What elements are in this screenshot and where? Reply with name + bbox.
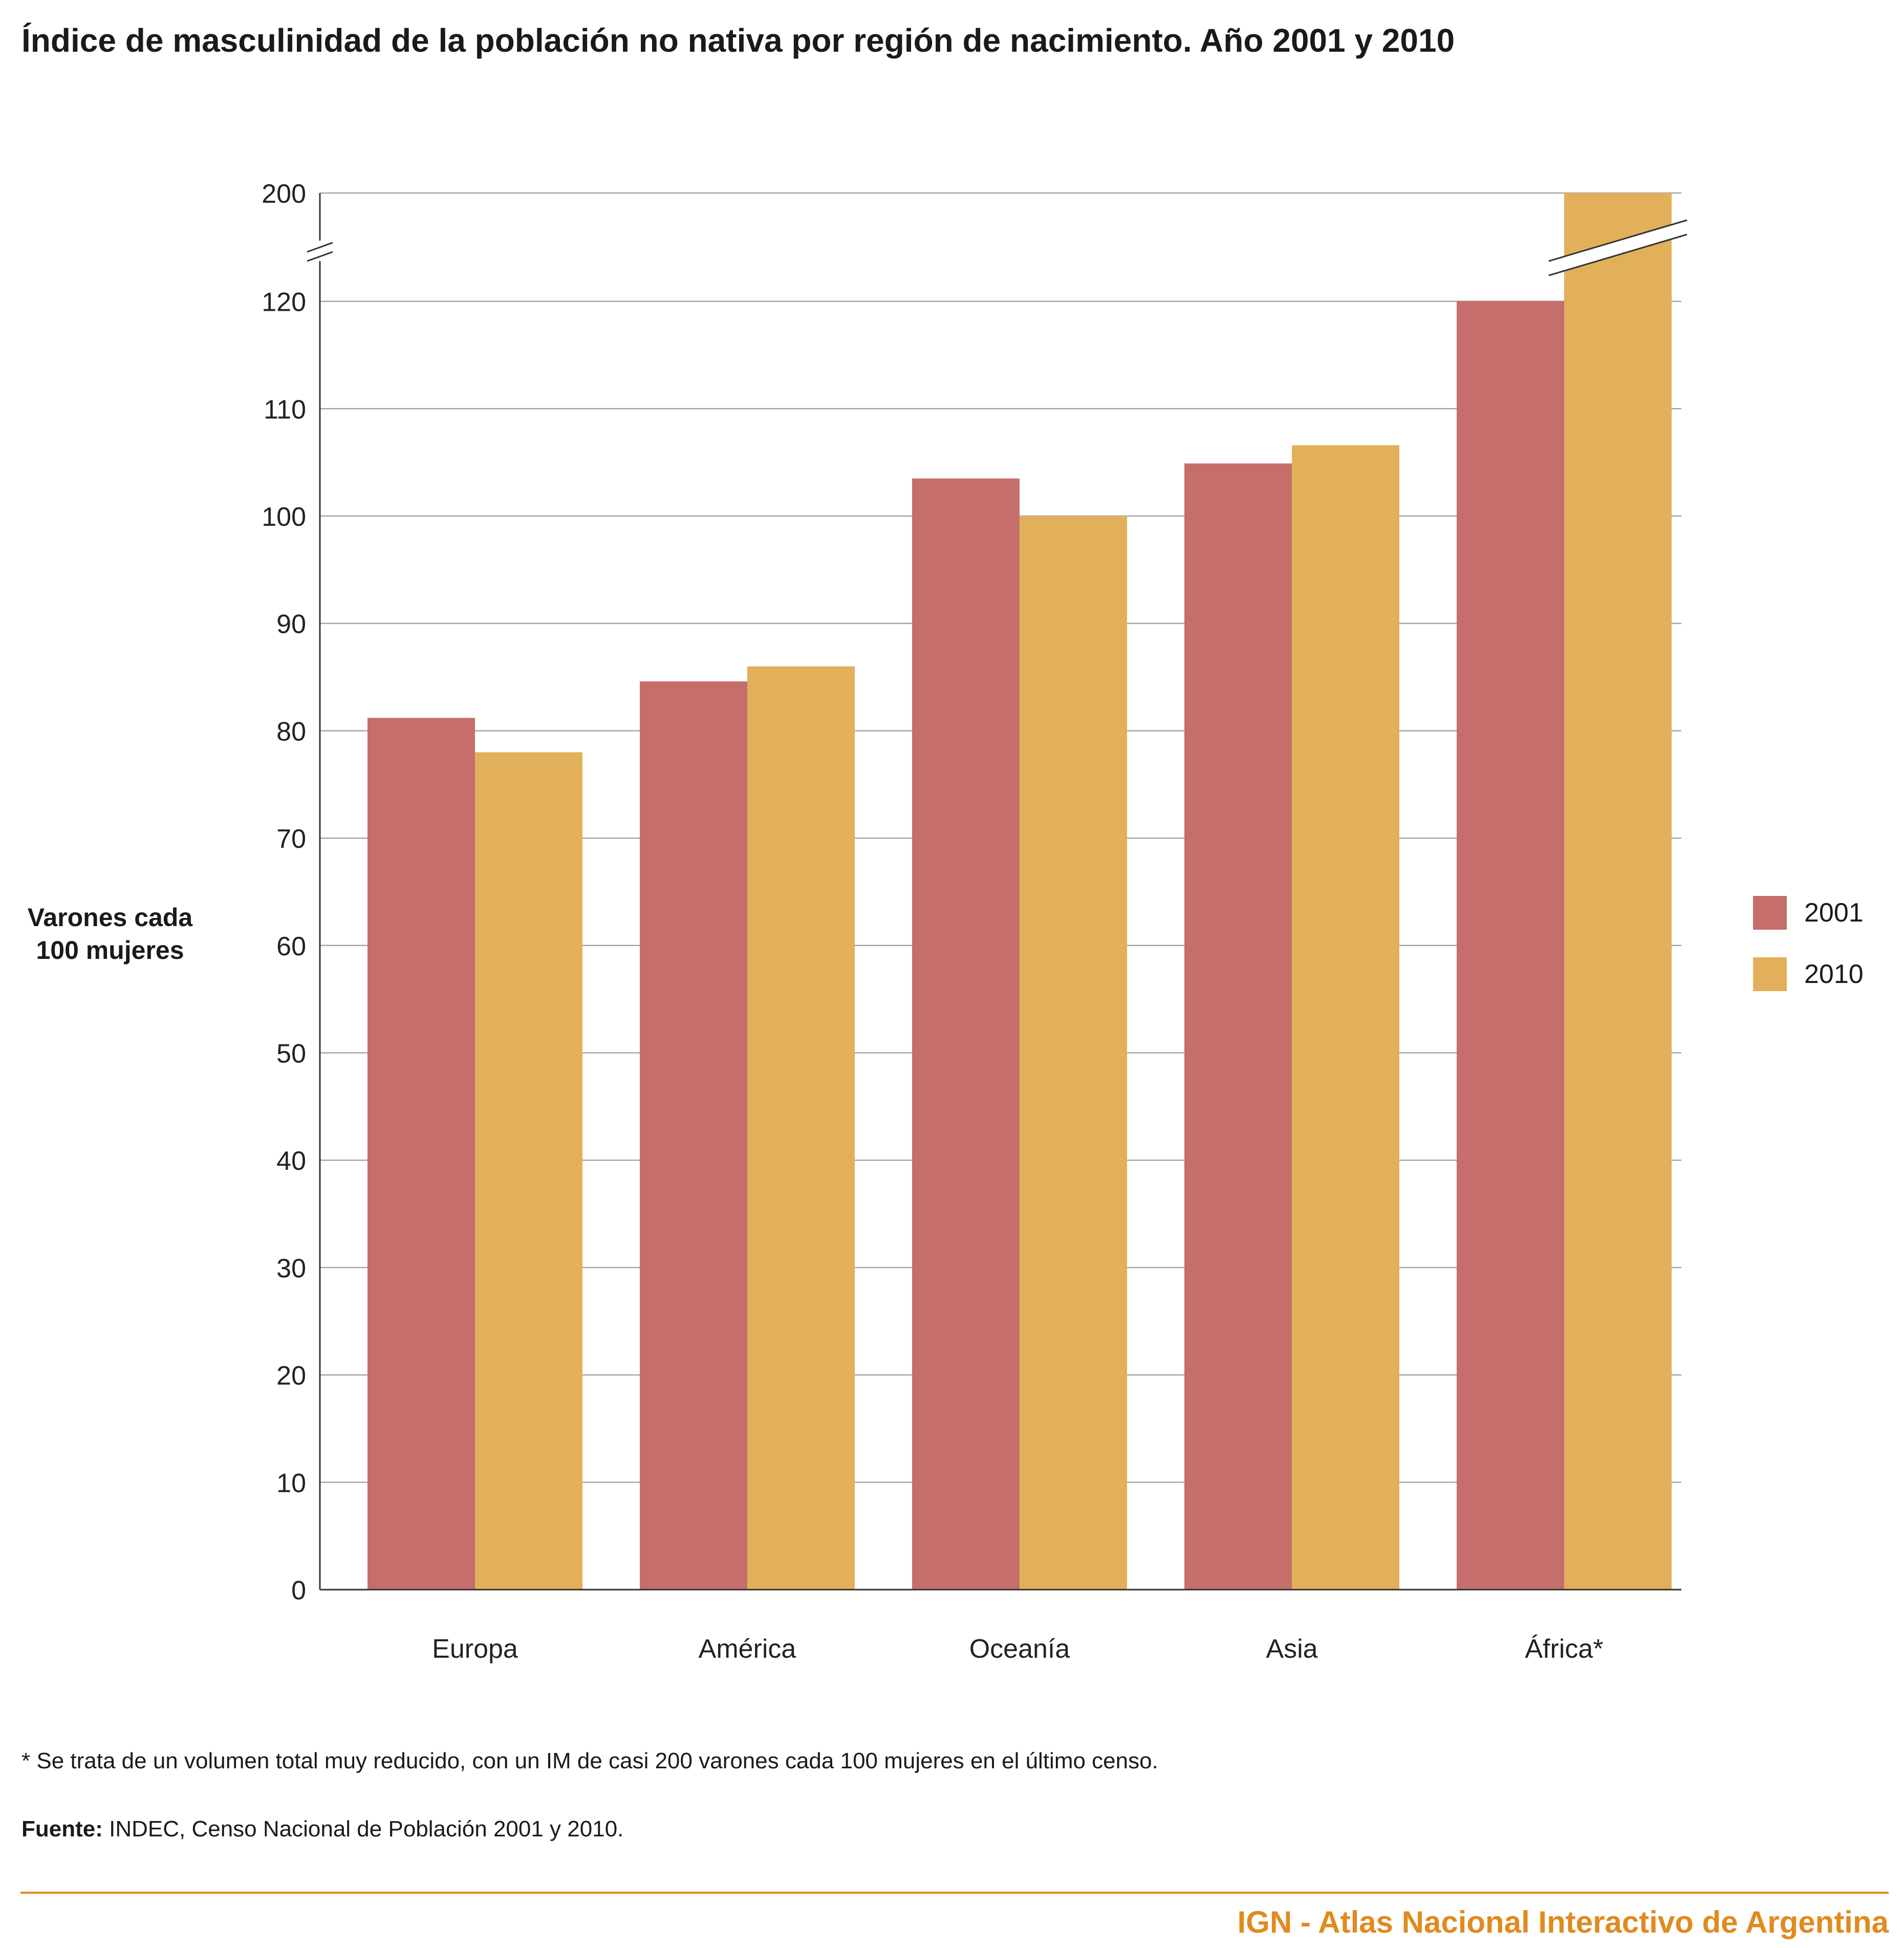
x-category-label: Asia <box>1266 1634 1317 1664</box>
legend-swatch-2010 <box>1753 957 1787 991</box>
y-tick-label: 50 <box>276 1039 306 1069</box>
bar-asia-2001 <box>1184 463 1292 1590</box>
y-tick-label: 10 <box>276 1468 306 1498</box>
y-tick-label: 40 <box>276 1146 306 1176</box>
bar-asia-2010 <box>1292 445 1399 1590</box>
bar-oceanía-2001 <box>912 478 1020 1590</box>
y-tick-label: 20 <box>276 1361 306 1391</box>
y-axis-break-mark-lower <box>307 251 333 262</box>
y-tick-label: 120 <box>262 288 306 317</box>
break-line-lower <box>1548 233 1687 276</box>
axis-break <box>1548 219 1687 276</box>
bars <box>367 193 1672 1590</box>
y-tick-label: 90 <box>276 610 306 639</box>
y-tick-label: 100 <box>262 502 306 532</box>
source-label: Fuente: <box>21 1816 103 1842</box>
y-tick-label: 110 <box>264 395 306 424</box>
footer-divider <box>20 1892 1889 1894</box>
y-tick-label: 200 <box>262 179 306 209</box>
y-tick-label: 30 <box>276 1254 306 1283</box>
bar-áfrica-2001 <box>1457 301 1564 1590</box>
bar-américa-2001 <box>640 681 747 1590</box>
x-category-label: América <box>699 1634 796 1664</box>
legend-label-2001: 2001 <box>1804 898 1864 928</box>
y-tick-label: 80 <box>276 717 306 746</box>
x-category-labels: Europa América Oceanía Asia África* <box>432 1634 1603 1664</box>
y-tick-label: 70 <box>276 824 306 854</box>
chart-title: Índice de masculinidad de la población n… <box>21 22 1455 59</box>
bar-áfrica-2010 <box>1564 193 1672 1590</box>
bar-europa-2001 <box>367 718 475 1590</box>
bar-chart: 0 10 20 30 40 50 60 70 80 90 100 110 120 200 Europa Am… <box>262 179 1687 1664</box>
source-text: INDEC, Censo Nacional de Población 2001 … <box>102 1816 624 1842</box>
bar-europa-2010 <box>475 752 582 1590</box>
legend-swatch-2001 <box>1753 896 1787 930</box>
y-axis-label: Varones cada 100 mujeres <box>10 901 210 967</box>
bar-oceanía-2010 <box>1020 516 1127 1590</box>
break-gap <box>1549 220 1687 275</box>
legend-label-2010: 2010 <box>1804 959 1864 989</box>
break-line-upper <box>1548 219 1687 262</box>
x-category-label: Oceanía <box>969 1634 1070 1664</box>
y-axis-break-mark-upper <box>307 242 333 253</box>
y-tick-label: 0 <box>291 1576 306 1606</box>
brand-credit: IGN - Atlas Nacional Interactivo de Arge… <box>1237 1905 1889 1939</box>
y-tick-labels: 0 10 20 30 40 50 60 70 80 90 100 110 120 200 <box>262 179 306 1606</box>
x-category-label: África* <box>1525 1634 1603 1664</box>
footnote: * Se trata de un volumen total muy reduc… <box>21 1748 1158 1773</box>
bar-américa-2010 <box>747 666 855 1590</box>
axes <box>307 193 1681 1591</box>
y-tick-label: 60 <box>276 932 306 961</box>
x-category-label: Europa <box>432 1634 518 1664</box>
y-axis-label-line-2: 100 mujeres <box>36 936 184 965</box>
source-note: Fuente: INDEC, Censo Nacional de Poblaci… <box>21 1816 623 1842</box>
y-axis-label-line-1: Varones cada <box>27 903 193 932</box>
